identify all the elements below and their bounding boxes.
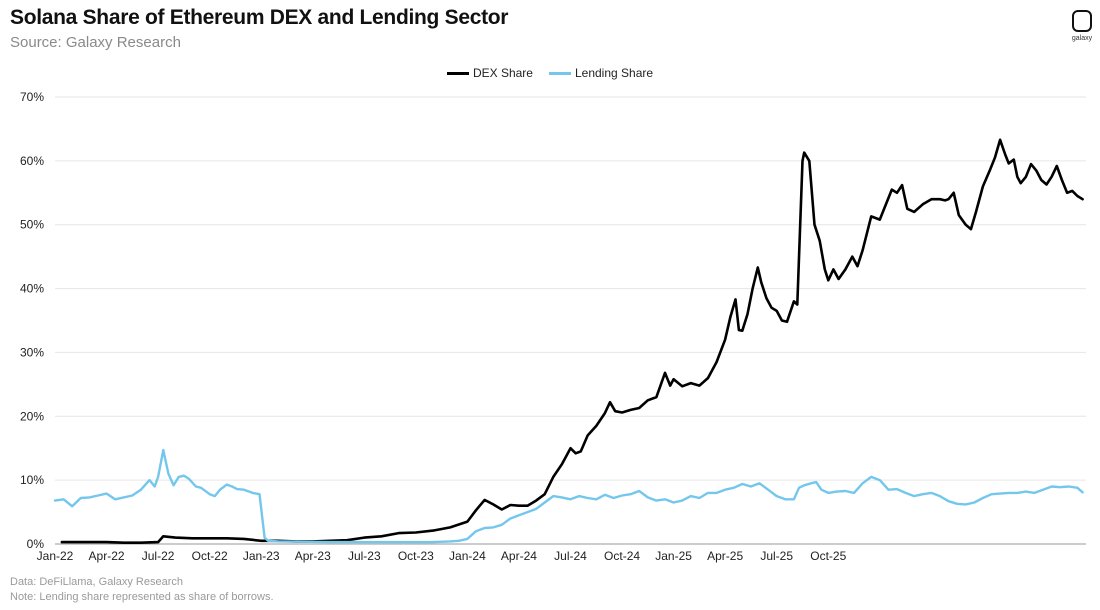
lending-share-line: [53, 448, 1084, 544]
y-tick-label: 0%: [27, 537, 45, 551]
x-tick-label: Jan-25: [655, 549, 692, 563]
x-tick-label: Jan-23: [243, 549, 280, 563]
y-tick-label: 40%: [20, 282, 44, 296]
x-tick-label: Jul-22: [142, 549, 175, 563]
x-axis: Jan-22 Apr-22 Jul-22 Oct-22 Jan-23 Apr-23 Jul-…: [37, 549, 847, 563]
x-tick-label: Apr-22: [89, 549, 125, 563]
y-tick-label: 20%: [20, 409, 44, 423]
x-tick-label: Jul-23: [348, 549, 381, 563]
grid-lines: [55, 96, 1086, 545]
chart-legend: DEX Share Lending Share: [0, 66, 1100, 80]
x-tick-label: Oct-22: [192, 549, 228, 563]
x-tick-label: Jan-22: [37, 549, 74, 563]
x-tick-label: Jul-25: [760, 549, 793, 563]
x-tick-label: Jul-24: [554, 549, 587, 563]
galaxy-logo: galaxy: [1066, 10, 1098, 42]
legend-swatch-dex: [446, 71, 469, 75]
chart-subtitle: Source: Galaxy Research: [10, 34, 181, 51]
x-tick-label: Apr-24: [501, 549, 537, 563]
x-tick-label: Apr-25: [707, 549, 743, 563]
x-tick-label: Oct-23: [398, 549, 434, 563]
lending-note: Note: Lending share represented as share…: [10, 591, 274, 603]
legend-label-dex: DEX Share: [472, 66, 533, 80]
legend-swatch-lending: [548, 71, 571, 75]
chart-title: Solana Share of Ethereum DEX and Lending…: [10, 6, 509, 29]
legend-label-lending: Lending Share: [574, 66, 654, 80]
x-tick-label: Oct-24: [604, 549, 640, 563]
data-source-note: Data: DeFiLlama, Galaxy Research: [10, 576, 184, 588]
y-tick-label: 30%: [20, 345, 44, 359]
x-tick-label: Jan-24: [449, 549, 486, 563]
y-axis: 0% 10% 20% 30% 40% 50% 60% 70%: [20, 90, 44, 551]
y-tick-label: 60%: [20, 154, 44, 168]
y-tick-label: 10%: [20, 473, 44, 487]
x-tick-label: Oct-25: [810, 549, 846, 563]
y-tick-label: 70%: [20, 90, 44, 104]
legend-item-lending: Lending Share: [548, 66, 654, 80]
y-tick-label: 50%: [20, 218, 44, 232]
x-tick-label: Apr-23: [295, 549, 331, 563]
galaxy-logo-icon: [1072, 10, 1092, 32]
series-lines: [53, 138, 1084, 544]
galaxy-logo-text: galaxy: [1071, 35, 1093, 42]
dex-share-line: [60, 138, 1084, 544]
legend-item-dex: DEX Share: [446, 66, 533, 80]
